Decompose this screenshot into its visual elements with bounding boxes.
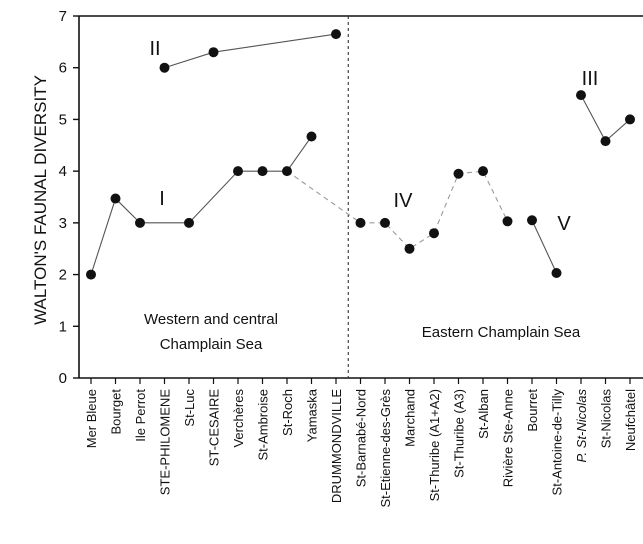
x-category-label: Bourret [525,389,540,432]
x-category-label: P. St-Nicolas [574,389,589,463]
x-category-label: St-Ambroise [256,389,271,461]
y-tick-label: 3 [59,215,67,232]
x-category-label: DRUMMONDVILLE [329,389,344,503]
data-point [502,216,513,227]
x-category-label: St-Antoine-de-Tilly [550,389,565,496]
data-point [159,62,170,73]
series-label: IV [394,190,414,212]
x-category-label: St-Thuribe (A3) [452,389,467,478]
region-annotations: Western and central Champlain Sea Eastern … [144,311,581,353]
series-lines [90,33,631,275]
x-category-label: St-Luc [182,389,197,427]
data-point [478,166,488,177]
x-category-label: St-Thuribe (A1+A2) [427,389,442,501]
y-tick-label: 0 [59,370,67,387]
data-point [453,168,464,179]
data-point [380,217,390,228]
series-line [164,33,337,69]
series-line [90,136,312,275]
data-point [306,131,317,142]
x-category-label: Rivière Ste-Anne [501,389,516,487]
x-category-label: Yamaska [305,388,320,442]
data-point [625,114,635,125]
x-category-label: St-Nicolas [599,389,614,449]
x-category-label: ST-CESAIRE [207,389,222,467]
x-category-label: St-Alban [476,389,491,439]
y-tick-label: 2 [59,267,67,284]
x-category-label: Mer Bleue [84,389,99,448]
data-point [600,136,611,147]
region-annotation: Champlain Sea [160,336,263,353]
data-point [355,217,366,228]
y-tick-label: 1 [59,318,67,335]
data-point [551,268,562,279]
data-point [86,269,96,280]
x-category-label: STE-PHILOMENE [158,389,173,496]
y-tick-label: 4 [59,163,67,180]
y-axis-label: WALTON'S FAUNAL DIVERSITY [31,75,50,325]
data-point [110,193,121,204]
x-category-label: St-Barnabé-Nord [354,389,369,487]
series-label: V [557,213,571,235]
region-annotation: Eastern Champlain Sea [422,324,581,341]
series-line [580,94,631,143]
x-category-label: St-Roch [280,389,295,436]
x-category-labels: Mer Bleue Bourget Ile Perrot STE-PHILOMENE S… [84,378,638,508]
data-point [527,215,537,226]
x-category-label: Neufchâtel [623,389,638,451]
series-label: I [159,188,165,210]
series-connector [286,170,361,224]
x-category-label: Ile Perrot [133,389,148,442]
data-point [208,47,219,58]
data-point [135,217,145,228]
data-point [233,166,243,177]
series-label: III [582,68,599,90]
region-annotation: Western and central [144,311,278,328]
data-point [331,29,341,40]
series-line [531,220,557,274]
x-category-label: Marchand [403,389,418,447]
y-tick-label: 5 [59,111,67,128]
x-category-label: Verchères [231,389,246,448]
y-axis-ticks: 0 1 2 3 4 5 6 7 [59,8,79,387]
y-tick-label: 7 [59,8,67,25]
data-point [576,90,586,101]
y-tick-label: 6 [59,60,67,77]
x-category-label: Bourget [109,389,124,435]
data-point [404,243,415,254]
data-points [86,29,635,280]
series-label: II [149,38,160,60]
data-point [257,166,268,177]
data-point [429,228,439,239]
data-point [282,166,292,177]
data-point [184,217,194,228]
x-category-label: St-Etienne-des-Grès [378,389,393,508]
